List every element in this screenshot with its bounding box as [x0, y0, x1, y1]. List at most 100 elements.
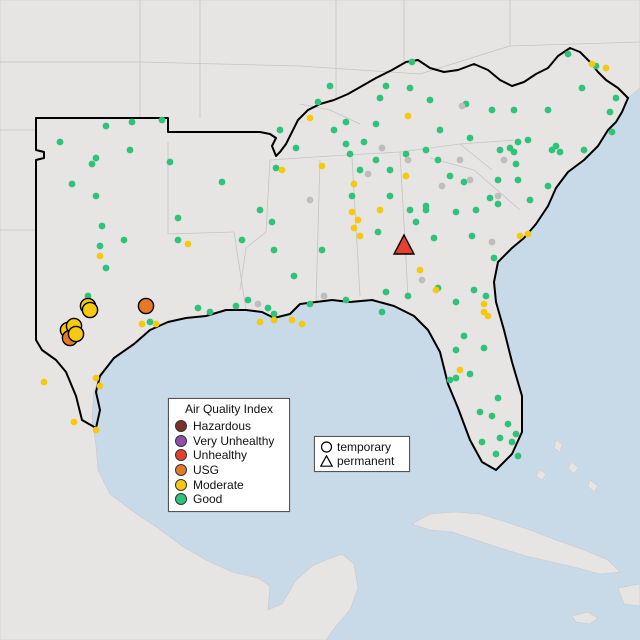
monitor-no-data[interactable]: [254, 300, 262, 308]
monitor-moderate[interactable]: [184, 240, 192, 248]
monitor-good[interactable]: [514, 176, 522, 184]
monitor-moderate[interactable]: [270, 316, 278, 324]
monitor-good[interactable]: [342, 118, 350, 126]
monitor-good[interactable]: [494, 394, 502, 402]
monitor-good[interactable]: [608, 128, 616, 136]
monitor-good[interactable]: [174, 236, 182, 244]
monitor-moderate[interactable]: [356, 232, 364, 240]
monitor-no-data[interactable]: [500, 156, 508, 164]
monitor-no-data[interactable]: [418, 276, 426, 284]
monitor-good[interactable]: [372, 156, 380, 164]
monitor-good[interactable]: [314, 98, 322, 106]
monitor-good[interactable]: [272, 164, 280, 172]
monitor-no-data[interactable]: [364, 170, 372, 178]
monitor-good[interactable]: [480, 344, 488, 352]
monitor-good[interactable]: [460, 332, 468, 340]
monitor-no-data[interactable]: [488, 238, 496, 246]
monitor-moderate[interactable]: [70, 418, 78, 426]
monitor-good[interactable]: [508, 438, 516, 446]
monitor-good[interactable]: [382, 82, 390, 90]
monitor-good[interactable]: [476, 408, 484, 416]
monitor-moderate[interactable]: [480, 300, 488, 308]
monitor-no-data[interactable]: [378, 144, 386, 152]
monitor-no-data[interactable]: [466, 176, 474, 184]
monitor-good[interactable]: [436, 126, 444, 134]
monitor-good[interactable]: [452, 298, 460, 306]
monitor-good[interactable]: [488, 106, 496, 114]
monitor-good[interactable]: [326, 82, 334, 90]
temporary-monitor-moderate[interactable]: [67, 325, 85, 343]
monitor-good[interactable]: [126, 146, 134, 154]
monitor-good[interactable]: [426, 96, 434, 104]
monitor-good[interactable]: [466, 370, 474, 378]
monitor-good[interactable]: [318, 246, 326, 254]
monitor-moderate[interactable]: [350, 224, 358, 232]
monitor-good[interactable]: [406, 206, 414, 214]
monitor-moderate[interactable]: [402, 172, 410, 180]
monitor-good[interactable]: [430, 234, 438, 242]
monitor-good[interactable]: [564, 50, 572, 58]
monitor-good[interactable]: [342, 140, 350, 148]
monitor-moderate[interactable]: [348, 208, 356, 216]
monitor-good[interactable]: [268, 218, 276, 226]
monitor-good[interactable]: [512, 430, 520, 438]
monitor-good[interactable]: [146, 318, 154, 326]
monitor-good[interactable]: [466, 134, 474, 142]
monitor-moderate[interactable]: [256, 318, 264, 326]
monitor-good[interactable]: [84, 292, 92, 300]
monitor-good[interactable]: [386, 192, 394, 200]
monitor-good[interactable]: [102, 264, 110, 272]
monitor-good[interactable]: [452, 346, 460, 354]
monitor-good[interactable]: [102, 122, 110, 130]
monitor-good[interactable]: [342, 296, 350, 304]
monitor-good[interactable]: [496, 434, 504, 442]
monitor-good[interactable]: [510, 106, 518, 114]
monitor-good[interactable]: [606, 108, 614, 116]
temporary-monitor-moderate[interactable]: [81, 301, 99, 319]
monitor-moderate[interactable]: [350, 180, 358, 188]
monitor-good[interactable]: [96, 242, 104, 250]
monitor-good[interactable]: [270, 246, 278, 254]
monitor-good[interactable]: [92, 192, 100, 200]
monitor-good[interactable]: [292, 144, 300, 152]
monitor-good[interactable]: [348, 192, 356, 200]
monitor-good[interactable]: [524, 136, 532, 144]
monitor-good[interactable]: [612, 94, 620, 102]
monitor-moderate[interactable]: [432, 286, 440, 294]
monitor-good[interactable]: [460, 178, 468, 186]
monitor-good[interactable]: [494, 200, 502, 208]
monitor-moderate[interactable]: [354, 216, 362, 224]
monitor-good[interactable]: [382, 288, 390, 296]
monitor-good[interactable]: [356, 166, 364, 174]
monitor-good[interactable]: [434, 156, 442, 164]
monitor-moderate[interactable]: [416, 266, 424, 274]
monitor-good[interactable]: [372, 120, 380, 128]
monitor-good[interactable]: [412, 218, 420, 226]
monitor-good[interactable]: [478, 438, 486, 446]
monitor-good[interactable]: [206, 308, 214, 316]
monitor-moderate[interactable]: [456, 366, 464, 374]
monitor-moderate[interactable]: [318, 162, 326, 170]
monitor-moderate[interactable]: [516, 232, 524, 240]
monitor-moderate[interactable]: [602, 64, 610, 72]
monitor-good[interactable]: [98, 222, 106, 230]
monitor-good[interactable]: [402, 150, 410, 158]
monitor-good[interactable]: [128, 118, 136, 126]
monitor-good[interactable]: [492, 450, 500, 458]
monitor-moderate[interactable]: [298, 320, 306, 328]
monitor-good[interactable]: [244, 296, 252, 304]
monitor-good[interactable]: [194, 304, 202, 312]
monitor-good[interactable]: [88, 160, 96, 168]
monitor-good[interactable]: [232, 302, 240, 310]
monitor-no-data[interactable]: [494, 192, 502, 200]
monitor-good[interactable]: [544, 106, 552, 114]
monitor-good[interactable]: [386, 166, 394, 174]
monitor-moderate[interactable]: [588, 60, 596, 68]
monitor-good[interactable]: [512, 160, 520, 168]
monitor-good[interactable]: [378, 308, 386, 316]
monitor-good[interactable]: [376, 94, 384, 102]
monitor-no-data[interactable]: [438, 182, 446, 190]
monitor-good[interactable]: [158, 116, 166, 124]
monitor-good[interactable]: [68, 180, 76, 188]
